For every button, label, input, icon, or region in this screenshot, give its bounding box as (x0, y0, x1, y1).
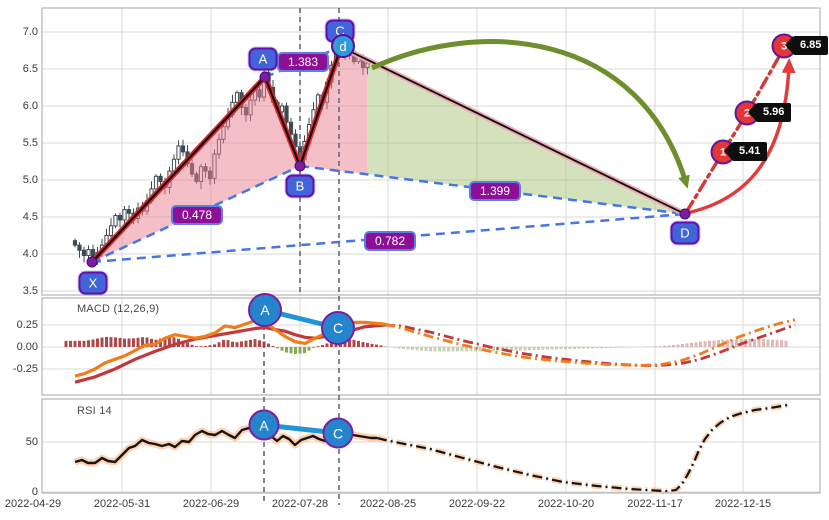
impulse-lines (89, 44, 688, 265)
price-axis-tick: 5.5 (22, 137, 38, 149)
fib-ratio-label: 0.782 (363, 231, 417, 251)
macd-axis-tick: 0.00 (16, 341, 38, 353)
date-axis-label: 2022-05-31 (93, 498, 151, 510)
rsi-plot (74, 402, 789, 495)
projection-arrows (370, 39, 796, 215)
rsi-divergence-point-a[interactable]: A (248, 409, 280, 441)
fib-ratio-label: 1.383 (276, 52, 330, 72)
pattern-badge-a[interactable]: A (248, 47, 278, 71)
retracement-lines (91, 45, 686, 264)
date-axis-label: 2022-06-29 (182, 498, 240, 510)
pattern-badge-b[interactable]: B (285, 174, 315, 198)
price-axis-tick: 3.5 (22, 285, 38, 297)
price-axis-tick: 6.0 (22, 100, 38, 112)
price-axis-tick: 4.0 (22, 248, 38, 260)
rsi-axis-tick: 50 (25, 436, 38, 448)
grid (41, 7, 821, 494)
fib-ratio-label: 0.478 (170, 205, 224, 225)
macd-axis-tick: 0.25 (16, 319, 38, 331)
rsi-axis-tick: 0 (31, 486, 38, 498)
macd-axis-tick: -0.25 (12, 363, 38, 375)
fib-ratio-label: 1.399 (468, 181, 522, 201)
date-axis-label: 2022-08-25 (359, 498, 417, 510)
rsi-divergence-point-c[interactable]: C (322, 417, 354, 449)
rsi-panel-title: RSI 14 (77, 405, 112, 417)
date-axis-label: 2022-11-17 (627, 498, 683, 510)
date-axis-label: 2022-09-22 (448, 498, 506, 510)
target-price-tag-3: 6.85 (784, 36, 829, 55)
date-axis-label: 2022-07-28 (271, 498, 329, 510)
macd-divergence-point-a[interactable]: A (248, 293, 282, 327)
price-axis-tick: 5.0 (22, 174, 38, 186)
target-price-tag-2: 5.96 (747, 103, 792, 122)
date-axis-label: 2022-12-15 (714, 498, 772, 510)
price-axis-tick: 4.5 (22, 211, 38, 223)
price-axis-tick: 7.0 (22, 26, 38, 38)
target-price-tag-1: 5.41 (723, 142, 768, 161)
pattern-badge-d-forecast[interactable]: d (331, 34, 355, 58)
date-axis-label: 2022-10-20 (537, 498, 595, 510)
price-axis-tick: 6.5 (22, 63, 38, 75)
pattern-badge-d[interactable]: D (670, 221, 700, 245)
macd-panel-title: MACD (12,26,9) (77, 303, 160, 315)
date-axis-label: 2022-04-29 (4, 498, 62, 510)
macd-divergence-point-c[interactable]: C (321, 311, 355, 345)
pattern-badge-x[interactable]: X (78, 271, 108, 295)
macd-plot (64, 318, 796, 384)
